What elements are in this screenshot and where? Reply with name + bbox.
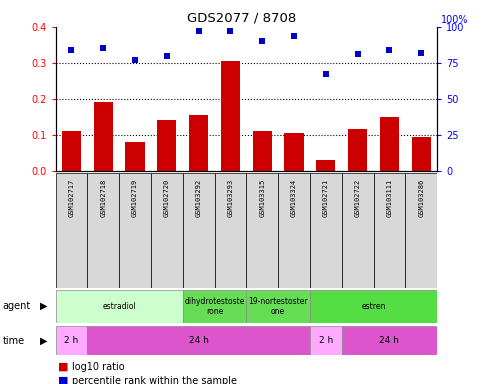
Bar: [278, 173, 310, 288]
Bar: [412, 137, 431, 171]
Bar: [221, 61, 240, 171]
Text: 100%: 100%: [441, 15, 469, 25]
Text: GSM102722: GSM102722: [355, 179, 361, 217]
Bar: [151, 173, 183, 288]
Bar: [310, 290, 437, 323]
Point: [68, 47, 75, 53]
Text: GSM103286: GSM103286: [418, 179, 424, 217]
Text: ■: ■: [58, 362, 69, 372]
Point: [131, 57, 139, 63]
Text: percentile rank within the sample: percentile rank within the sample: [72, 376, 238, 384]
Bar: [126, 142, 144, 171]
Bar: [87, 173, 119, 288]
Bar: [380, 117, 399, 171]
Point: [417, 50, 425, 56]
Bar: [342, 326, 437, 355]
Text: GSM102718: GSM102718: [100, 179, 106, 217]
Bar: [214, 173, 246, 288]
Point: [99, 45, 107, 51]
Text: GSM103111: GSM103111: [386, 179, 392, 217]
Text: GSM102721: GSM102721: [323, 179, 329, 217]
Bar: [310, 173, 342, 288]
Text: estradiol: estradiol: [102, 302, 136, 311]
Bar: [253, 131, 272, 171]
Bar: [87, 326, 310, 355]
Bar: [246, 290, 310, 323]
Text: GSM103292: GSM103292: [196, 179, 201, 217]
Bar: [342, 173, 373, 288]
Bar: [284, 133, 303, 171]
Bar: [62, 131, 81, 171]
Bar: [56, 326, 87, 355]
Point: [227, 28, 234, 34]
Text: log10 ratio: log10 ratio: [72, 362, 125, 372]
Text: GSM102719: GSM102719: [132, 179, 138, 217]
Bar: [56, 290, 183, 323]
Text: GDS2077 / 8708: GDS2077 / 8708: [187, 12, 296, 25]
Text: ▶: ▶: [40, 336, 48, 346]
Text: GSM102717: GSM102717: [69, 179, 74, 217]
Bar: [316, 160, 335, 171]
Point: [163, 53, 170, 59]
Text: 2 h: 2 h: [64, 336, 79, 345]
Bar: [310, 326, 342, 355]
Text: 24 h: 24 h: [189, 336, 209, 345]
Point: [290, 33, 298, 39]
Text: time: time: [2, 336, 25, 346]
Text: agent: agent: [2, 301, 30, 311]
Bar: [94, 103, 113, 171]
Bar: [157, 121, 176, 171]
Text: 19-nortestoster
one: 19-nortestoster one: [248, 296, 308, 316]
Text: dihydrotestoste
rone: dihydrotestoste rone: [185, 296, 245, 316]
Bar: [119, 173, 151, 288]
Point: [322, 71, 330, 78]
Bar: [189, 115, 208, 171]
Bar: [246, 173, 278, 288]
Text: estren: estren: [361, 302, 386, 311]
Text: ▶: ▶: [40, 301, 48, 311]
Text: GSM102720: GSM102720: [164, 179, 170, 217]
Bar: [183, 173, 214, 288]
Text: GSM103293: GSM103293: [227, 179, 233, 217]
Bar: [56, 173, 87, 288]
Text: GSM103315: GSM103315: [259, 179, 265, 217]
Point: [258, 38, 266, 44]
Bar: [405, 173, 437, 288]
Text: 2 h: 2 h: [319, 336, 333, 345]
Text: 24 h: 24 h: [380, 336, 399, 345]
Text: GSM103324: GSM103324: [291, 179, 297, 217]
Text: ■: ■: [58, 376, 69, 384]
Bar: [183, 290, 246, 323]
Bar: [348, 129, 367, 171]
Point: [385, 47, 393, 53]
Point: [354, 51, 361, 57]
Bar: [373, 173, 405, 288]
Point: [195, 28, 202, 34]
